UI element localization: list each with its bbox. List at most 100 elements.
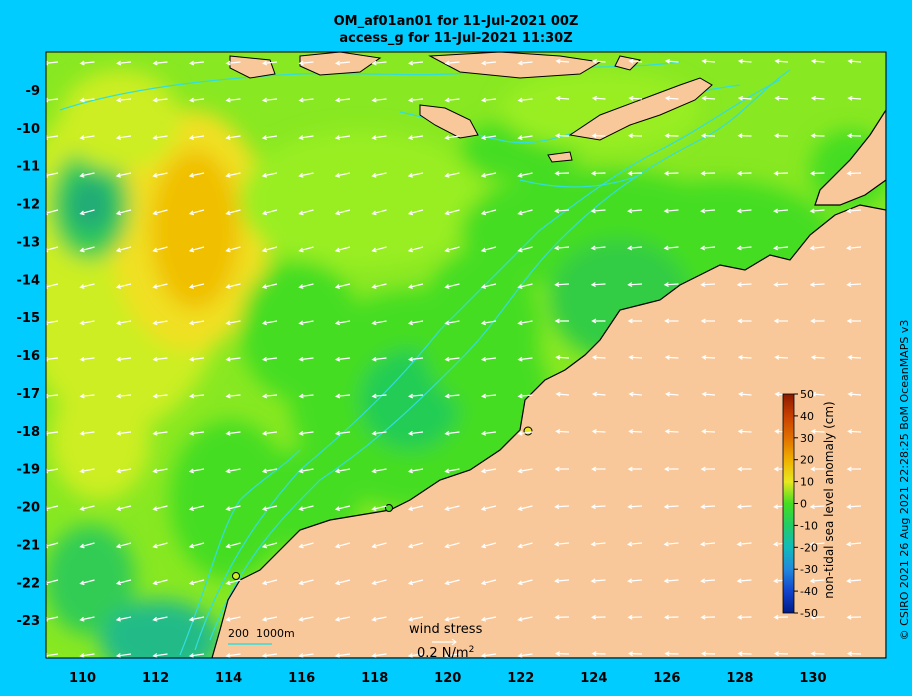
wind-arrow <box>517 430 533 436</box>
wind-arrow <box>189 60 205 66</box>
wind-arrow <box>480 135 497 141</box>
wind-arrow <box>480 209 497 216</box>
wind-arrow <box>298 135 314 141</box>
wind-arrow <box>225 283 241 289</box>
x-tick-label: 130 <box>799 671 826 686</box>
wind-arrow <box>79 209 95 216</box>
wind-arrow <box>407 246 424 253</box>
wind-arrow <box>737 429 752 434</box>
wind-arrow <box>298 579 314 586</box>
wind-arrow <box>700 170 716 176</box>
wind-arrow <box>774 58 789 64</box>
wind-arrow <box>663 541 679 547</box>
wind-arrow <box>481 97 497 103</box>
wind-arrow <box>810 466 825 472</box>
wind-arrow <box>591 391 606 397</box>
x-tick-label: 118 <box>361 671 388 686</box>
wind-arrow <box>79 60 95 66</box>
wind-arrow <box>774 95 789 101</box>
wind-arrow <box>663 578 679 584</box>
wind-arrow <box>261 616 278 622</box>
wind-arrow <box>407 172 424 178</box>
station-marker <box>385 504 393 512</box>
wind-arrow <box>846 318 862 324</box>
wind-arrow <box>846 170 862 176</box>
wind-arrow <box>846 651 862 657</box>
wind-arrow <box>481 393 497 399</box>
wind-arrow <box>79 430 95 436</box>
y-tick-label: -13 <box>17 235 41 250</box>
x-tick-label: 116 <box>288 671 315 686</box>
x-tick-label: 110 <box>69 671 96 686</box>
wind-arrow <box>773 208 789 214</box>
wind-arrow <box>517 505 533 512</box>
wind-arrow <box>444 393 460 399</box>
wind-arrow <box>116 97 132 103</box>
wind-arrow <box>444 653 460 658</box>
wind-arrow <box>225 393 241 399</box>
x-tick-label: 120 <box>434 671 461 686</box>
wind-arrow <box>152 468 168 474</box>
station-marker <box>232 572 240 580</box>
wind-arrow <box>115 505 132 512</box>
wind-arrow <box>480 320 497 326</box>
wind-arrow <box>554 651 570 657</box>
wind-arrow <box>225 468 241 474</box>
wind-arrow <box>480 616 497 622</box>
wind-arrow <box>664 429 679 434</box>
wind-arrow <box>79 505 95 512</box>
wind-arrow <box>664 133 679 139</box>
wind-arrow <box>555 429 570 434</box>
contour-1000-label: 1000m <box>256 627 295 640</box>
wind-arrow <box>444 505 460 512</box>
y-tick-label: -12 <box>17 198 41 213</box>
wind-arrow <box>152 246 168 253</box>
wind-arrow <box>846 245 862 251</box>
wind-arrow <box>664 651 679 657</box>
wind-arrow <box>115 320 132 326</box>
wind-arrow <box>79 542 95 549</box>
colorbar-tick-label: -50 <box>800 607 818 620</box>
wind-arrow <box>846 282 862 288</box>
wind-arrow <box>810 354 825 360</box>
wind-arrow <box>628 391 643 397</box>
wind-arrow <box>700 614 716 620</box>
wind-arrow <box>407 320 424 326</box>
wind-arrow <box>701 58 716 64</box>
wind-arrow <box>225 579 241 586</box>
wind-arrow <box>407 653 424 658</box>
wind-arrow <box>628 95 643 101</box>
wind-arrow <box>79 616 95 622</box>
wind-arrow <box>554 466 570 472</box>
wind-arrow <box>152 356 168 362</box>
wind-arrow <box>590 541 606 547</box>
wind-arrow <box>846 541 862 547</box>
wind-arrow <box>554 282 570 288</box>
wind-arrow <box>188 430 205 436</box>
wind-arrow <box>334 135 351 141</box>
wind-arrow <box>407 579 424 586</box>
wind-arrow <box>371 135 387 141</box>
wind-arrow <box>225 616 241 622</box>
wind-arrow <box>591 429 606 434</box>
wind-arrow <box>335 60 351 66</box>
wind-arrow <box>262 97 278 103</box>
wind-arrow <box>591 318 606 324</box>
wind-arrow <box>371 468 387 474</box>
wind-arrow <box>809 504 825 510</box>
wind-arrow <box>737 466 752 472</box>
wind-arrow <box>555 58 570 64</box>
wind-arrow <box>407 468 424 474</box>
contour-200-label: 200 <box>228 627 249 640</box>
wind-arrow <box>115 135 132 141</box>
wind-arrow <box>115 283 132 289</box>
wind-arrow <box>847 429 862 434</box>
x-tick-label: 124 <box>580 671 607 686</box>
plot-frame <box>45 51 887 659</box>
wind-arrow <box>152 616 168 622</box>
wind-arrow <box>517 209 533 216</box>
wind-arrow <box>444 430 460 436</box>
wind-arrow <box>261 356 278 362</box>
wind-arrow <box>152 135 168 141</box>
wind-arrow <box>590 170 606 176</box>
